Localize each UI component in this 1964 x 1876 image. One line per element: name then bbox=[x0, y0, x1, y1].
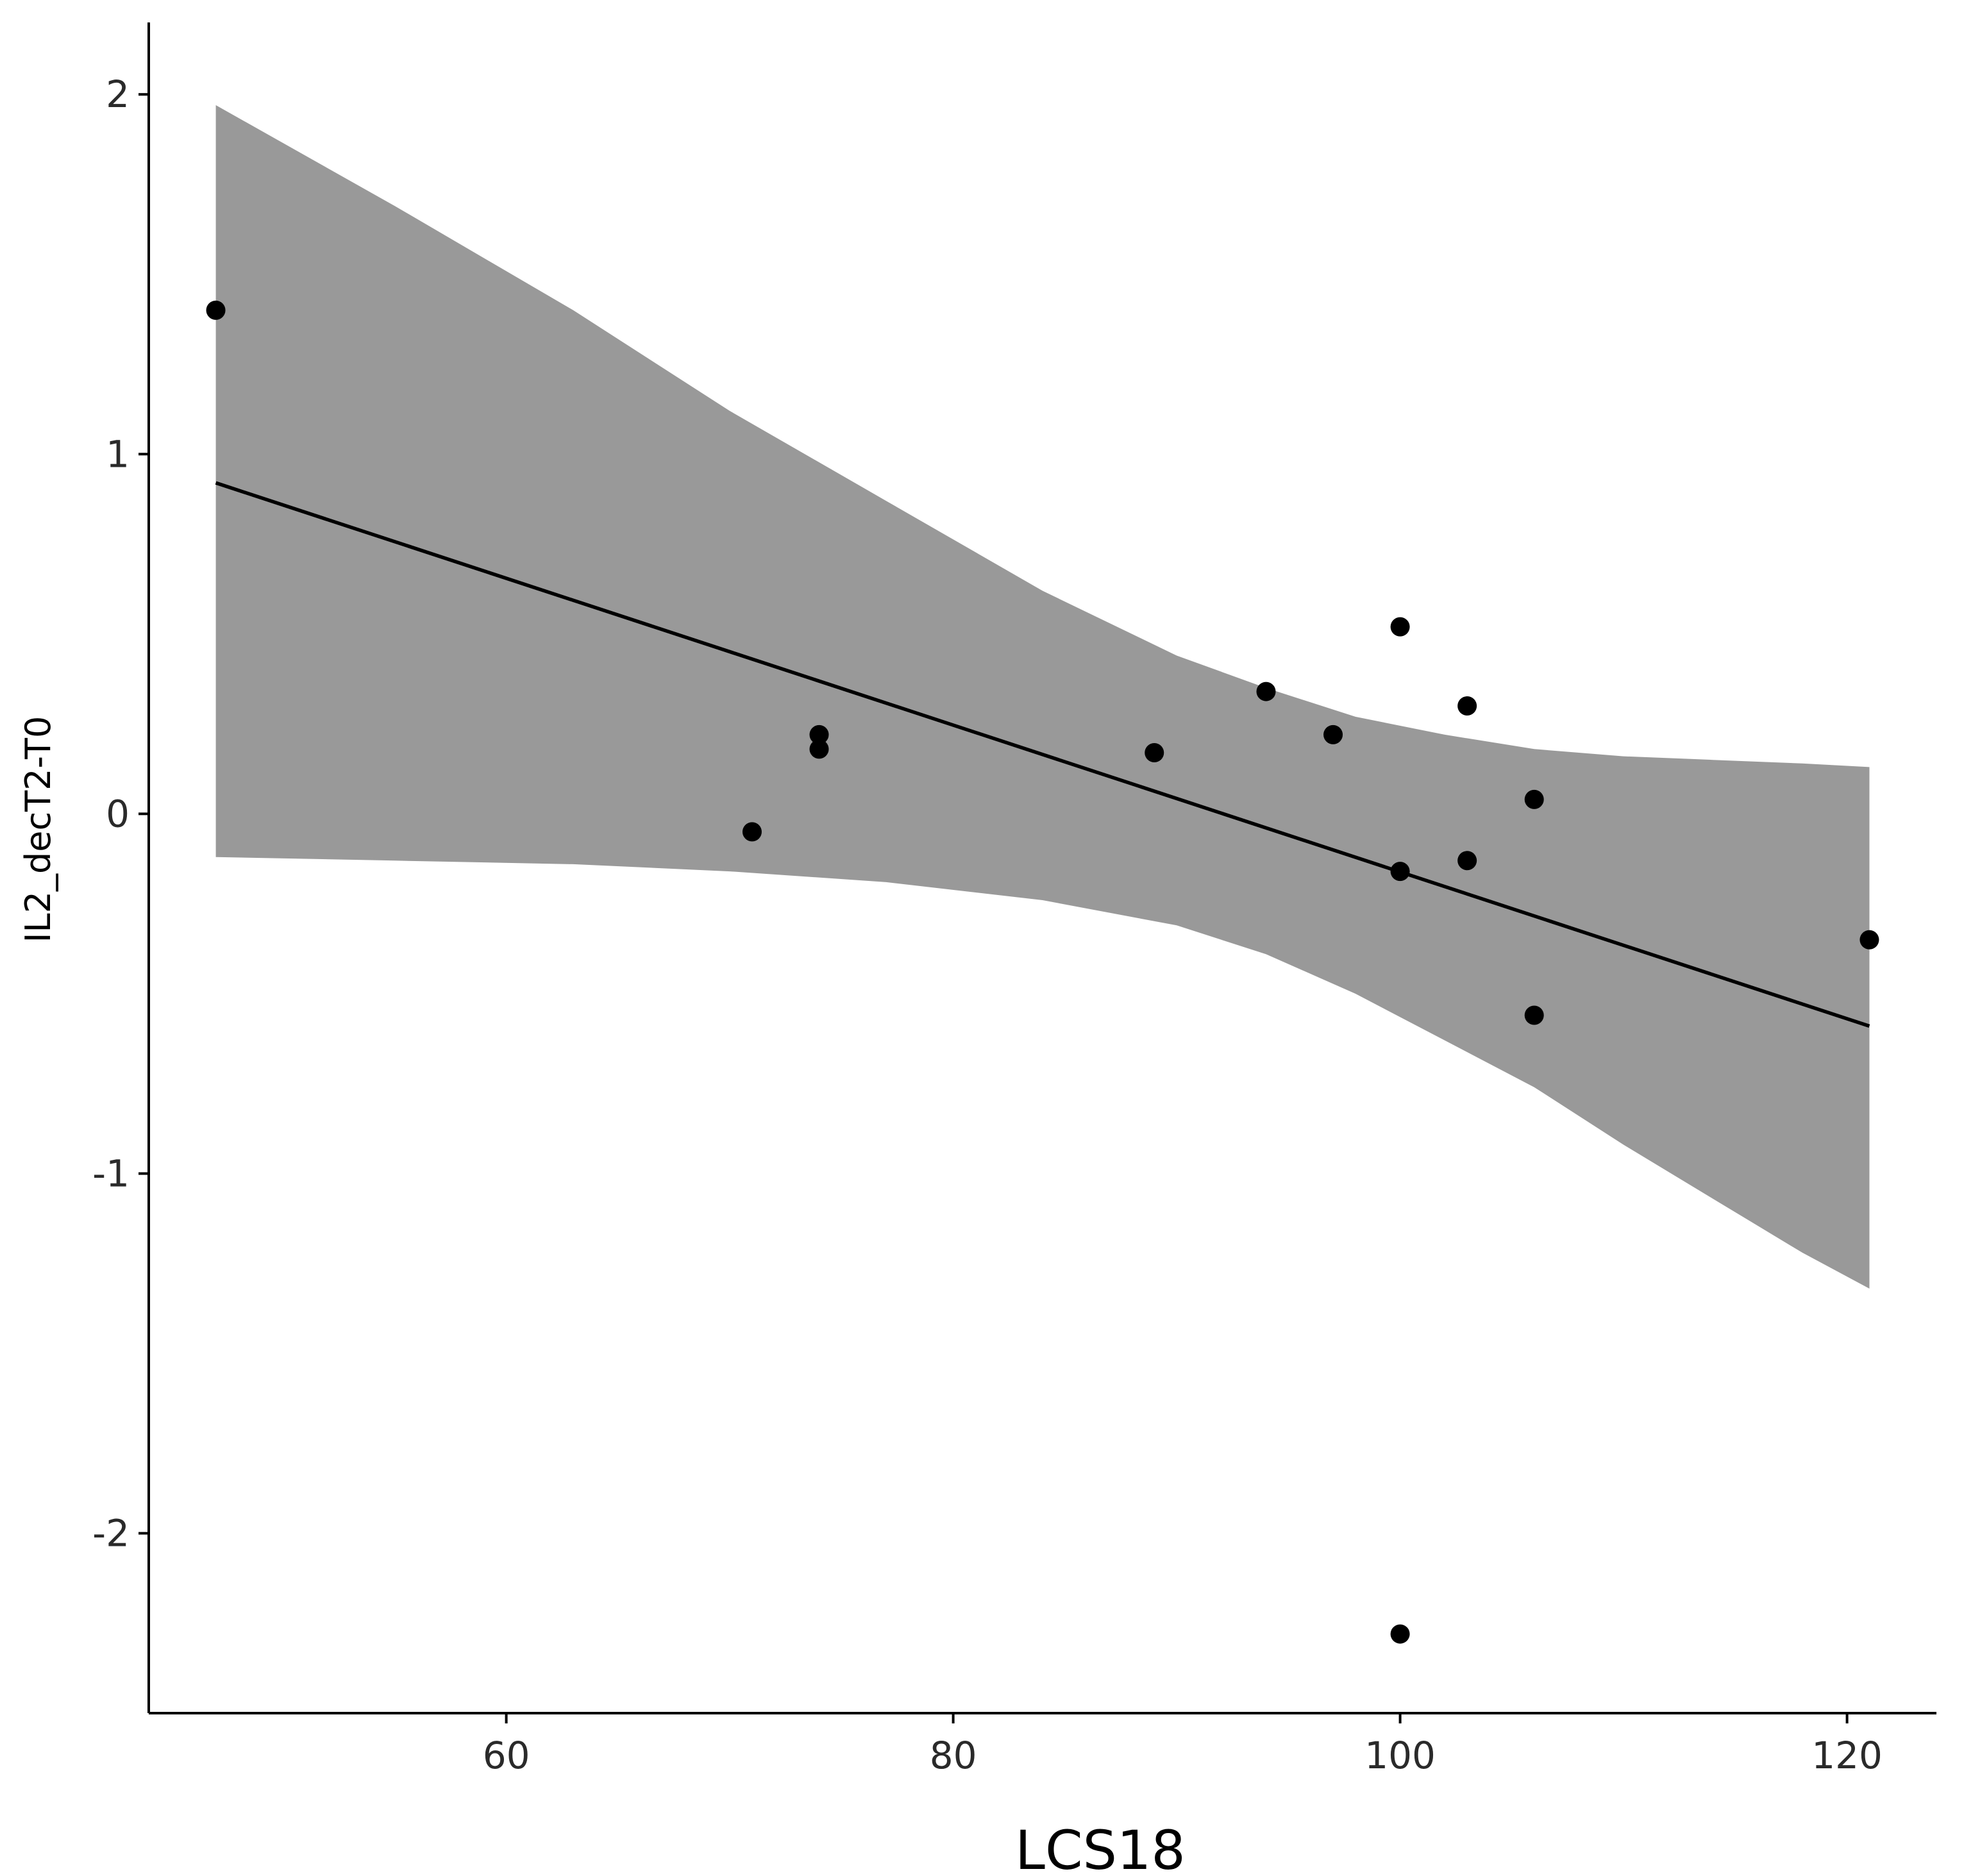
data-point bbox=[1323, 724, 1343, 744]
data-point bbox=[1859, 930, 1879, 950]
x-tick-label: 80 bbox=[930, 1734, 977, 1777]
data-points-layer bbox=[206, 300, 1879, 1644]
data-point bbox=[1457, 696, 1477, 716]
x-tick-label: 100 bbox=[1364, 1734, 1436, 1777]
data-point bbox=[1256, 682, 1276, 701]
data-point bbox=[206, 300, 226, 320]
data-point bbox=[1524, 1005, 1544, 1025]
regression-line-layer bbox=[215, 481, 1870, 1028]
data-point bbox=[1390, 862, 1410, 882]
axis-labels-layer: 60 80 100 120 -2 -1 0 1 2 LCS18 IL2_decT2-T0 bbox=[18, 72, 1883, 1876]
y-tick-label: -1 bbox=[92, 1152, 130, 1195]
data-point bbox=[809, 739, 829, 759]
y-tick-label: 0 bbox=[106, 792, 130, 835]
data-point bbox=[1390, 1624, 1410, 1644]
data-point bbox=[1145, 742, 1164, 762]
regression-line bbox=[215, 481, 1870, 1028]
data-point bbox=[809, 724, 829, 744]
data-point bbox=[1524, 789, 1544, 809]
x-axis-title: LCS18 bbox=[1015, 1819, 1186, 1876]
data-point bbox=[1390, 617, 1410, 637]
data-point bbox=[1457, 851, 1477, 871]
y-tick-label: 2 bbox=[106, 72, 130, 116]
y-tick-label: 1 bbox=[106, 432, 130, 476]
confidence-band-layer bbox=[215, 105, 1870, 1289]
y-tick-label: -2 bbox=[92, 1511, 130, 1555]
y-axis-title: IL2_decT2-T0 bbox=[18, 716, 58, 943]
x-tick-label: 120 bbox=[1811, 1734, 1883, 1777]
data-point bbox=[742, 822, 762, 842]
confidence-band bbox=[215, 105, 1870, 1289]
x-tick-label: 60 bbox=[483, 1734, 530, 1777]
axes-layer bbox=[138, 22, 1936, 1723]
